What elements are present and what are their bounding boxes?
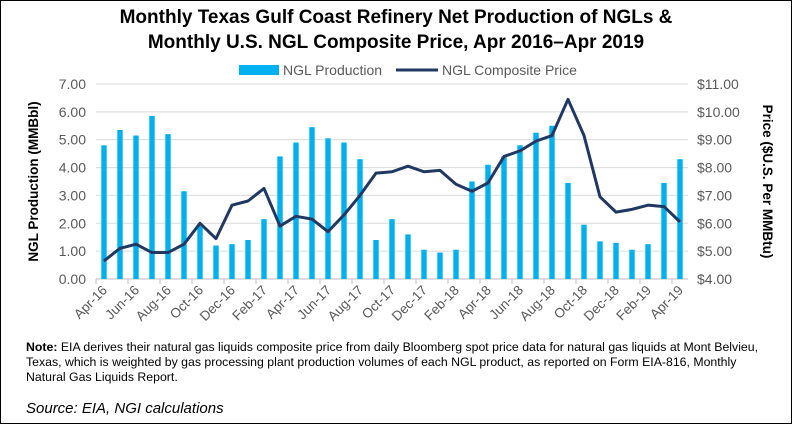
chart-source: Source: EIA, NGI calculations: [26, 400, 224, 417]
bar-ngl-production: [341, 142, 347, 279]
bar-ngl-production: [261, 219, 267, 279]
chart-note: Note: EIA derives their natural gas liqu…: [26, 340, 766, 385]
bar-ngl-production: [325, 138, 331, 279]
bar-ngl-production: [389, 219, 395, 279]
bar-ngl-production: [117, 129, 123, 279]
x-tick-label: Apr-18: [455, 283, 494, 322]
bar-ngl-production: [373, 240, 379, 279]
y2-tick-label: $8.00: [697, 160, 732, 176]
bar-ngl-production: [645, 244, 651, 279]
y2-tick-label: $7.00: [697, 187, 732, 203]
bar-ngl-production: [165, 134, 171, 279]
x-tick-label: Feb-19: [613, 283, 654, 324]
x-tick-label: Apr-17: [263, 283, 302, 322]
title-line-1: Monthly Texas Gulf Coast Refinery Net Pr…: [119, 7, 673, 28]
bar-ngl-production: [613, 242, 619, 279]
y2-tick-label: $4.00: [697, 271, 732, 287]
bar-ngl-production: [533, 132, 539, 279]
bar-ngl-production: [197, 226, 203, 279]
y-tick-label: 2.00: [59, 215, 86, 231]
y2-tick-label: $6.00: [697, 215, 732, 231]
legend-label-ngl-composite-price: NGL Composite Price: [442, 62, 577, 78]
bar-ngl-production: [581, 224, 587, 279]
x-tick-label: Dec-18: [581, 283, 622, 324]
note-text: EIA derives their natural gas liquids co…: [26, 340, 759, 384]
legend-label-ngl-production: NGL Production: [283, 62, 382, 78]
legend-swatch-ngl-production: [239, 65, 279, 75]
bar-ngl-production: [501, 156, 507, 279]
y2-tick-label: $10.00: [697, 104, 740, 120]
x-tick-label: Aug-17: [325, 283, 366, 324]
y2-axis-title: Price ($U.S. Per MMBtu): [760, 105, 775, 259]
x-tick-label: Feb-17: [229, 283, 270, 324]
x-tick-label: Dec-17: [389, 283, 430, 324]
title-line-2: Monthly U.S. NGL Composite Price, Apr 20…: [147, 32, 645, 53]
bar-ngl-production: [149, 116, 155, 280]
y-tick-label: 0.00: [59, 271, 86, 287]
bar-ngl-production: [277, 156, 283, 279]
bar-ngl-production: [293, 142, 299, 279]
bar-ngl-production: [101, 145, 107, 279]
bar-ngl-production: [181, 191, 187, 279]
bar-ngl-production: [309, 127, 315, 279]
x-tick-label: Aug-16: [133, 283, 174, 324]
bar-ngl-production: [565, 182, 571, 279]
y-axis-title: NGL Production (MMBbl): [26, 101, 41, 261]
x-tick-label: Aug-18: [517, 283, 558, 324]
chart-svg: 0.00 $4.00 1.00 $5.00 2.00 $6.00 3.00 $7.00 4.00…: [26, 62, 775, 324]
y-tick-label: 7.00: [59, 76, 86, 92]
y-tick-label: 6.00: [59, 104, 86, 120]
bar-ngl-production: [245, 240, 251, 279]
bar-ngl-production: [597, 241, 603, 279]
y2-tick-label: $11.00: [697, 76, 739, 92]
note-label: Note:: [26, 340, 58, 354]
bar-ngl-production: [229, 244, 235, 279]
x-tick-label: Dec-16: [197, 283, 238, 324]
bar-ngl-production: [357, 159, 363, 279]
x-tick-label: Feb-18: [421, 283, 462, 324]
y-tick-label: 5.00: [59, 132, 86, 148]
x-tick-label: Apr-19: [647, 283, 686, 322]
bar-ngl-production: [629, 249, 635, 279]
chart-title: Monthly Texas Gulf Coast Refinery Net Pr…: [1, 5, 791, 55]
bar-ngl-production: [437, 252, 443, 279]
x-tick-label: Apr-16: [71, 283, 110, 322]
bar-ngl-production: [405, 234, 411, 279]
bar-ngl-production: [133, 135, 139, 279]
bar-ngl-production: [549, 125, 555, 280]
bar-ngl-production: [485, 164, 491, 279]
y2-tick-label: $5.00: [697, 243, 732, 259]
y-tick-label: 4.00: [59, 160, 86, 176]
bar-ngl-production: [469, 181, 475, 279]
bar-ngl-production: [517, 145, 523, 279]
y-tick-label: 3.00: [59, 187, 86, 203]
bar-ngl-production: [213, 245, 219, 279]
bar-ngl-production: [421, 249, 427, 279]
bar-ngl-production: [661, 182, 667, 279]
y-tick-label: 1.00: [59, 243, 86, 259]
bar-ngl-production: [677, 159, 683, 279]
bar-ngl-production: [453, 249, 459, 279]
y2-tick-label: $9.00: [697, 132, 732, 148]
